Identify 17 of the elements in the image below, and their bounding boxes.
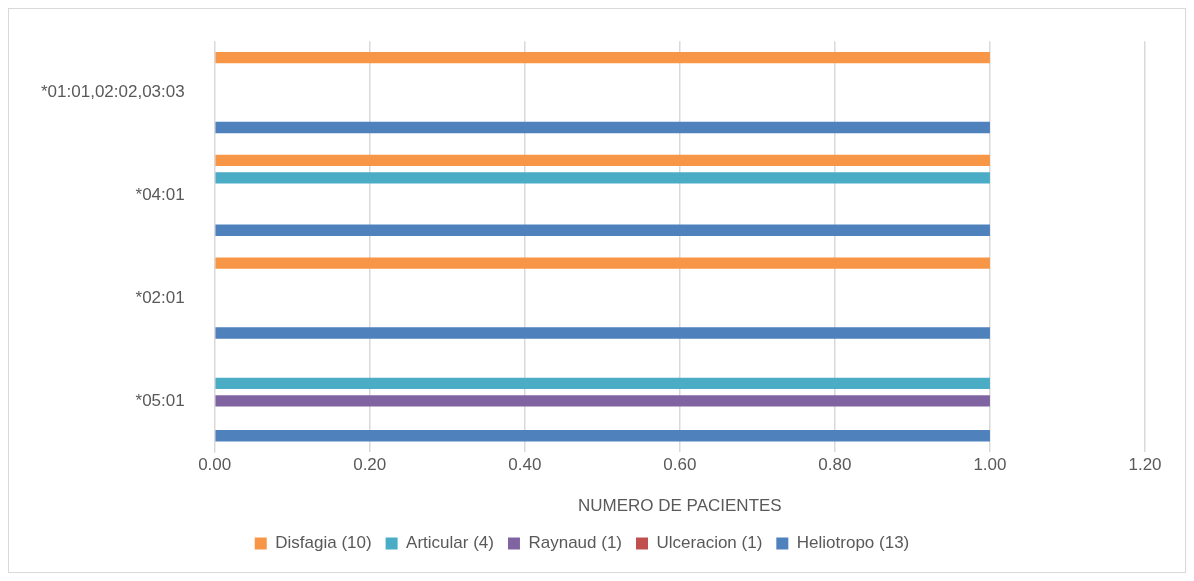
- x-tick-label: 1.00: [973, 455, 1007, 475]
- x-tick-label: 0.40: [508, 455, 542, 475]
- legend-label: Raynaud (1): [528, 533, 623, 553]
- x-tick-label: 0.00: [198, 455, 232, 475]
- legend-label: Ulceracion (1): [656, 533, 763, 553]
- y-tick-label: *05:01: [135, 390, 185, 410]
- y-tick-label: *02:01: [135, 287, 185, 307]
- y-tick-label: *01:01,02:02,03:03: [41, 82, 185, 102]
- legend-label: Articular (4): [406, 533, 494, 553]
- legend-label: Disfagia (10): [275, 533, 372, 553]
- x-tick-label: 0.60: [663, 455, 697, 475]
- x-axis-title: NUMERO DE PACIENTES: [577, 496, 782, 516]
- x-tick-label: 1.20: [1128, 455, 1162, 475]
- y-tick-label: *04:01: [135, 185, 185, 205]
- legend-label: Heliotropo (13): [796, 533, 910, 553]
- x-tick-label: 0.20: [353, 455, 387, 475]
- x-tick-label: 0.80: [818, 455, 852, 475]
